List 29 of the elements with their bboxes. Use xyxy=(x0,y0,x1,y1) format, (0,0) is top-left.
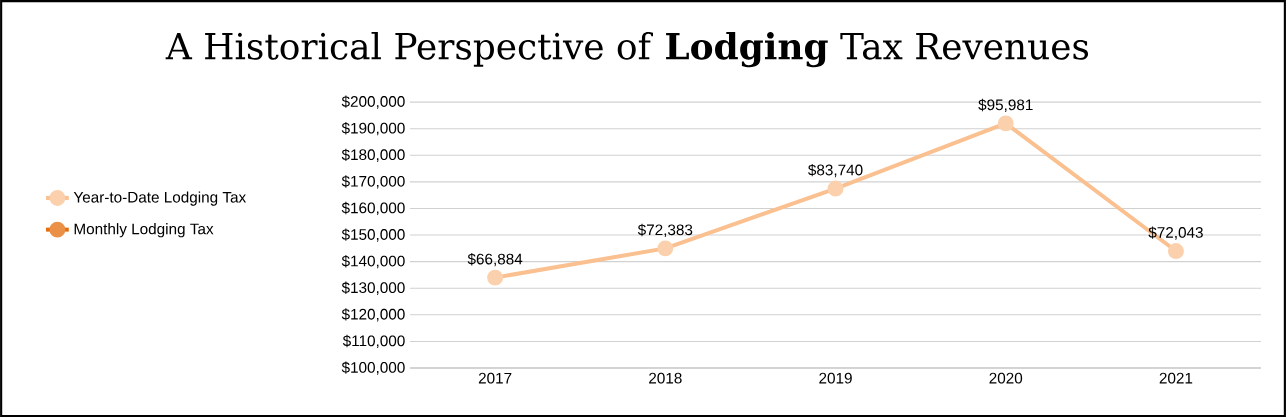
point xyxy=(997,115,1014,132)
annotation: $95,981 xyxy=(978,98,1033,112)
y-tick-label: $130,000 xyxy=(341,281,405,295)
point xyxy=(827,180,844,197)
x-tick-label: 2018 xyxy=(649,372,682,384)
x-tick-label: 2021 xyxy=(1159,372,1193,384)
legend-label: Year-to-Date Lodging Tax xyxy=(73,191,247,206)
annotation: $72,383 xyxy=(637,223,693,237)
x-tick-label: 2020 xyxy=(989,372,1023,384)
y-tick-label: $180,000 xyxy=(341,148,405,162)
y-tick-label: $170,000 xyxy=(341,175,405,189)
annotation: $66,884 xyxy=(467,252,523,267)
x-tick-label: 2017 xyxy=(478,372,512,384)
x-tick-label: 2019 xyxy=(819,372,852,384)
y-tick-label: $150,000 xyxy=(341,228,405,242)
legend-label: Monthly Lodging Tax xyxy=(74,223,214,238)
y-tick-label: $190,000 xyxy=(341,121,405,136)
annotation: $72,043 xyxy=(1148,226,1203,240)
y-tick-label: $140,000 xyxy=(341,254,405,269)
chart-title: A Historical Perspective of Lodging Tax Revenues xyxy=(165,31,1089,68)
y-tick-label: $100,000 xyxy=(341,361,405,375)
y-tick-label: $200,000 xyxy=(341,95,405,109)
y-tick-label: $120,000 xyxy=(341,308,405,322)
point xyxy=(657,240,674,257)
y-tick-label: $160,000 xyxy=(341,201,405,216)
y-tick-label: $110,000 xyxy=(342,334,405,348)
annotation: $83,740 xyxy=(808,163,863,178)
point xyxy=(487,269,504,286)
point xyxy=(1167,242,1184,259)
